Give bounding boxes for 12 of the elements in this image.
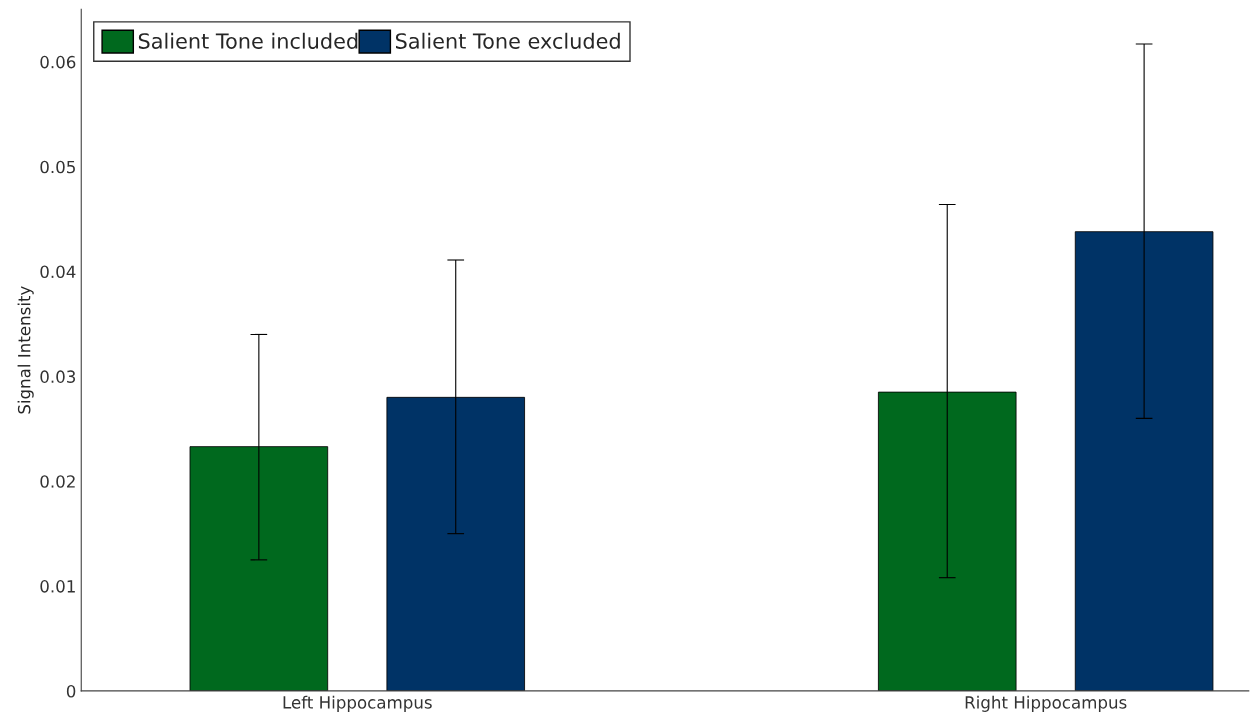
y-tick-label: 0 xyxy=(66,684,76,698)
y-tick-label: 0.01 xyxy=(40,580,75,593)
y-tick-label: 0.02 xyxy=(40,475,75,488)
y-tick-label: 0.05 xyxy=(40,160,75,174)
x-tick-label: Right Hippocampus xyxy=(965,695,1127,712)
y-tick-label: 0.04 xyxy=(40,265,76,279)
y-axis-title: Signal Intensity xyxy=(17,286,34,414)
legend-label: Salient Tone excluded xyxy=(395,32,620,49)
x-tick-label: Left Hippocampus xyxy=(283,695,432,712)
y-tick-label: 0.06 xyxy=(40,55,76,69)
legend-label: Salient Tone included xyxy=(138,32,358,49)
y-tick-label: 0.03 xyxy=(40,370,76,383)
